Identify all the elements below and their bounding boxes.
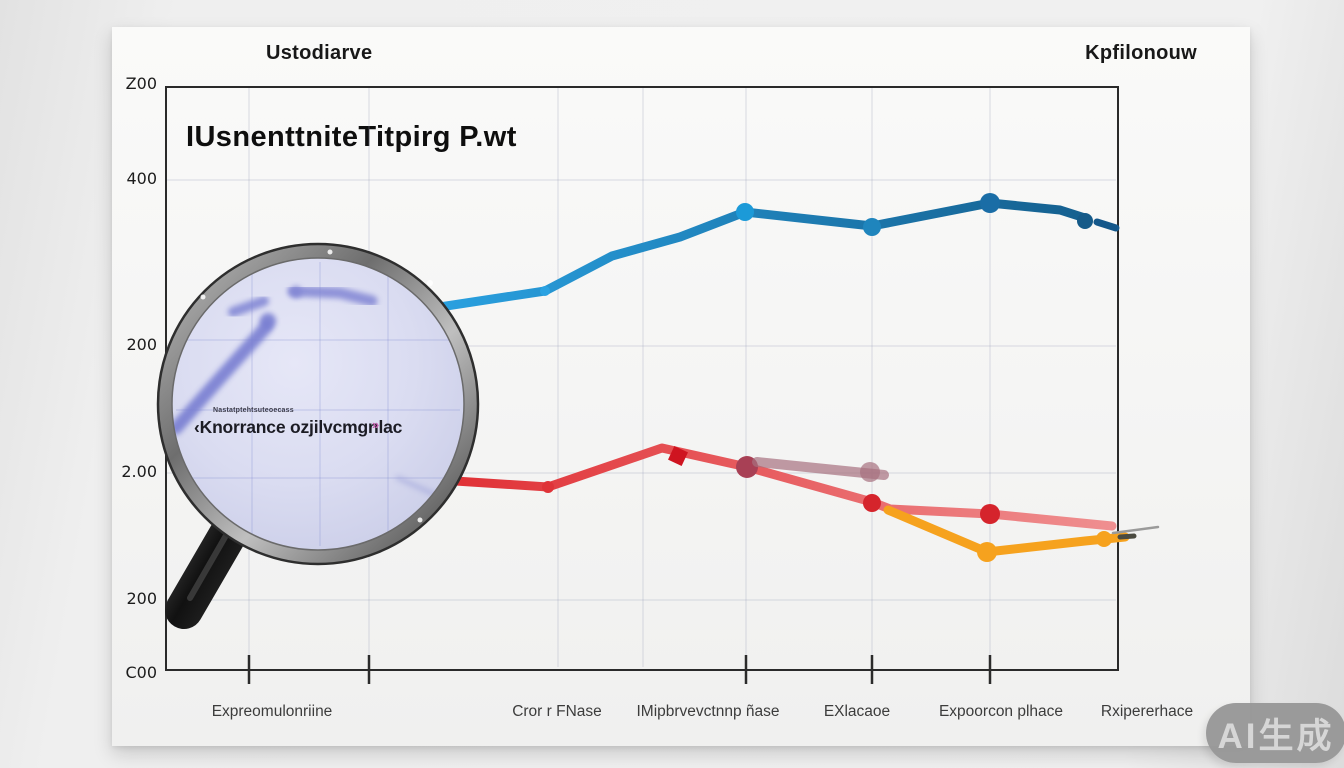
magnifier-sub-label: Nastatptehtsuteoecass <box>213 407 294 414</box>
magnifier-lens <box>172 258 464 550</box>
y-axis-tick-label: Z00 <box>125 74 157 93</box>
magnifier-rim-outer-edge <box>156 242 480 566</box>
y-axis-tick-label: 400 <box>126 169 157 188</box>
magnifier-rim-inner-edge <box>171 257 465 551</box>
x-axis-tick-label: IMipbrvevctnnp ñase <box>636 703 780 720</box>
lens-blurred-line <box>172 285 441 499</box>
magnifier: Nastatptehtsuteoecass ‹Knorrance ozjilvc… <box>156 242 480 629</box>
chart-series <box>415 193 1160 562</box>
magnifier-rim <box>158 244 478 564</box>
y-axis-tick-label: 200 <box>126 335 157 354</box>
y-axis-tick-label: 2.00 <box>121 462 157 481</box>
axis-ticks <box>247 655 992 684</box>
x-axis-tick-label: Cror r FNase <box>512 703 602 720</box>
x-axis-tick-label: Expreomulonriine <box>211 703 333 720</box>
magnifier-label: ‹Knorrance ozjilvcmgnlac <box>194 417 403 437</box>
magnifier-handle-highlight <box>187 529 231 601</box>
x-axis-tick-label: Rxipererhace <box>1100 703 1194 720</box>
header-left-label: Ustodiarve <box>266 42 373 64</box>
y-axis-tick-label: 200 <box>126 589 157 608</box>
magnifier-lens-content: Nastatptehtsuteoecass ‹Knorrance ozjilvc… <box>172 262 460 546</box>
magnifier-accent-mark: » <box>372 417 379 432</box>
ai-generated-watermark: AI生成 <box>1206 703 1344 763</box>
chart-title: IUsnenttniteTitpirg P.wt <box>186 121 517 153</box>
ai-generated-watermark-text: AI生成 <box>1217 716 1335 756</box>
lens-gridlines <box>176 262 460 546</box>
x-axis-tick-label: EXlacaoe <box>823 703 891 720</box>
rim-specular-dots <box>200 249 433 523</box>
y-axis-tick-label: C00 <box>125 663 157 682</box>
x-axis-tick-label: Expoorcon plhace <box>938 703 1064 720</box>
header-right-label: Kpfilonouw <box>1085 42 1197 64</box>
